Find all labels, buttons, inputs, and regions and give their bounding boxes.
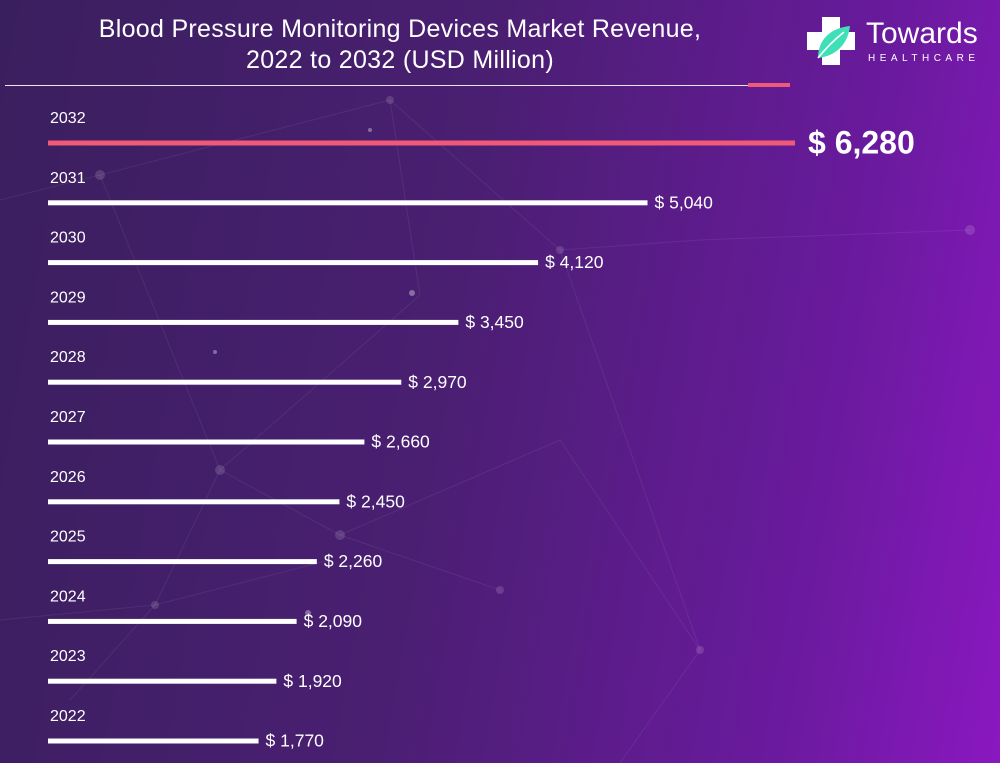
category-label: 2022 <box>50 708 86 725</box>
bar <box>48 140 795 146</box>
bar <box>48 738 259 744</box>
category-label: 2030 <box>50 230 86 247</box>
value-label: $ 4,120 <box>545 252 604 272</box>
bar <box>48 439 365 445</box>
value-label: $ 2,660 <box>371 432 430 452</box>
logo-wordmark: Towards <box>866 17 978 50</box>
value-label: $ 3,450 <box>465 312 524 332</box>
bar <box>48 678 277 684</box>
logo-tagline: HEALTHCARE <box>868 53 980 64</box>
value-label: $ 2,260 <box>324 551 383 571</box>
value-label: $ 2,970 <box>408 372 467 392</box>
bar <box>48 260 539 266</box>
chart-title: Blood Pressure Monitoring Devices Market… <box>20 14 780 76</box>
bar <box>48 379 402 385</box>
title-divider <box>5 85 750 86</box>
value-label: $ 1,920 <box>283 671 342 691</box>
towards-healthcare-logo: Towards HEALTHCARE <box>804 14 989 70</box>
category-label: 2031 <box>50 170 86 187</box>
value-label: $ 1,770 <box>266 731 325 751</box>
value-label: $ 2,450 <box>346 491 405 511</box>
value-label: $ 6,280 <box>808 124 915 160</box>
bar <box>48 559 317 565</box>
title-divider-accent <box>748 83 790 87</box>
medical-cross-leaf-icon <box>807 17 855 65</box>
bar <box>48 499 340 505</box>
bar <box>48 618 297 624</box>
bar <box>48 200 648 206</box>
bar <box>48 319 459 325</box>
category-label: 2028 <box>50 349 86 366</box>
category-label: 2026 <box>50 469 86 486</box>
chart-title-line-1: Blood Pressure Monitoring Devices Market… <box>98 15 702 43</box>
category-label: 2025 <box>50 529 86 546</box>
category-label: 2024 <box>50 588 86 605</box>
category-label: 2032 <box>50 110 86 127</box>
value-label: $ 5,040 <box>655 192 714 212</box>
chart-title-line-2: 2022 to 2032 (USD Million) <box>246 46 554 74</box>
value-label: $ 2,090 <box>304 611 363 631</box>
bar-chart: 2032 $ 6,280 2031 $ 5,040 2030 $ 4,120 2029 $ 3… <box>48 110 915 751</box>
category-label: 2029 <box>50 289 86 306</box>
category-label: 2027 <box>50 409 86 426</box>
category-label: 2023 <box>50 648 86 665</box>
